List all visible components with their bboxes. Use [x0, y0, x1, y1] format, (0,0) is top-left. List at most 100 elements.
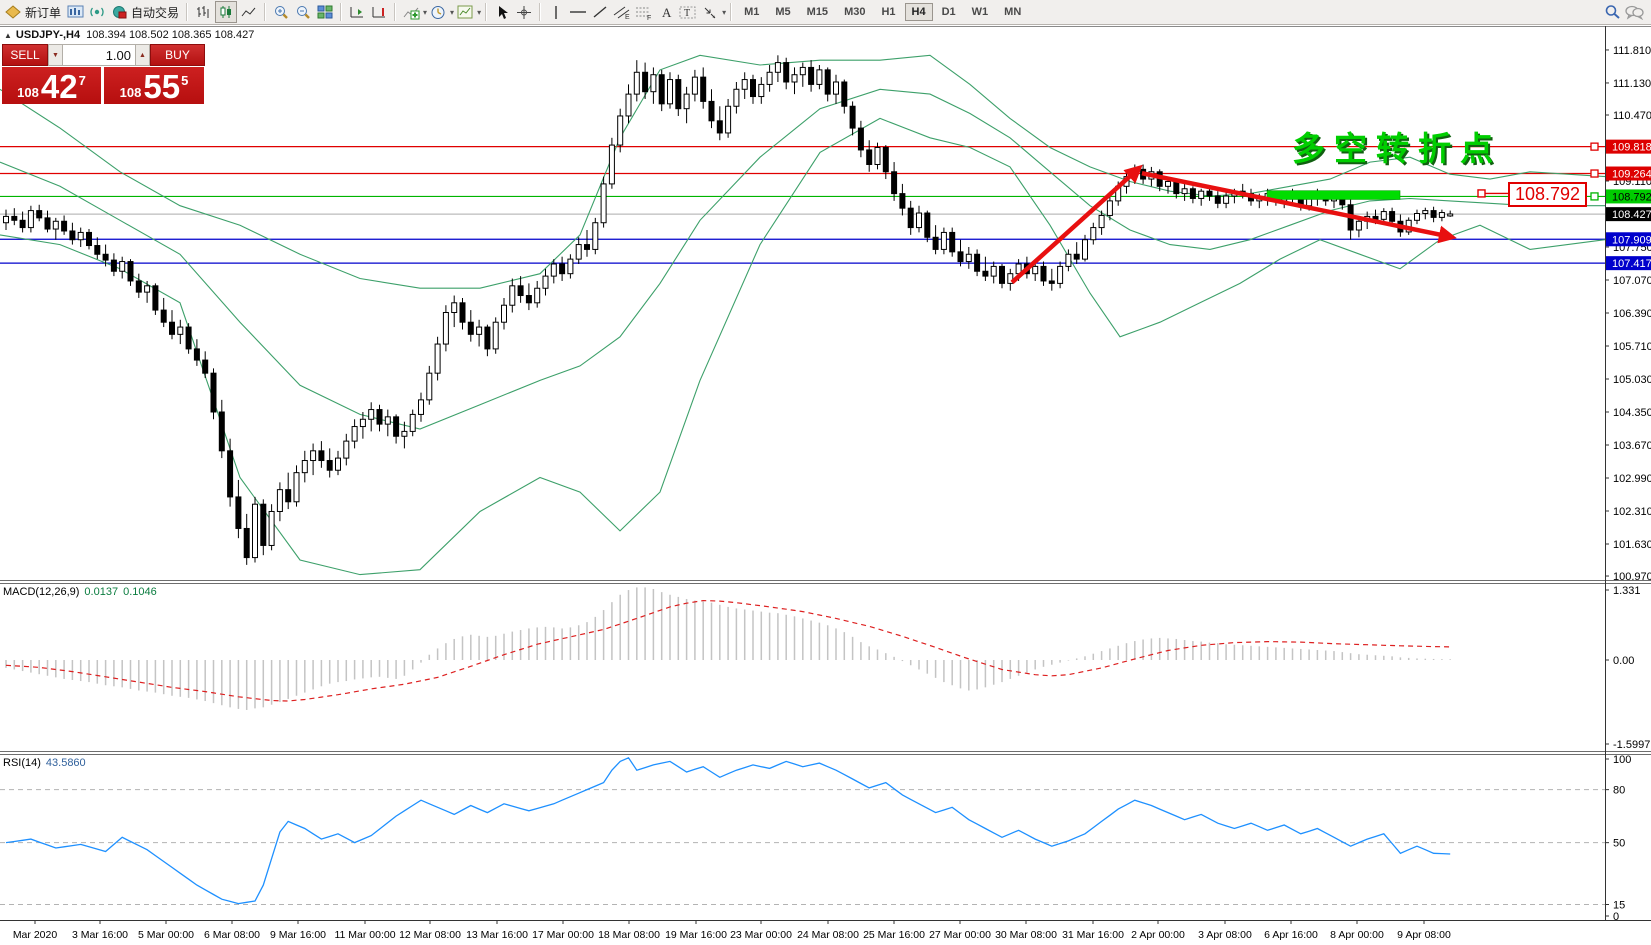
tab-timeframe-m15[interactable]: M15	[806, 6, 829, 18]
trendline-tool-icon[interactable]	[590, 2, 610, 22]
green-highlight-bar[interactable]	[1266, 190, 1401, 200]
svg-text:3 Apr 08:00: 3 Apr 08:00	[1198, 929, 1252, 941]
trend-arrows[interactable]	[1010, 164, 1457, 285]
callout-leader[interactable]	[1477, 142, 1599, 201]
svg-text:111.810: 111.810	[1613, 45, 1651, 57]
toolbar-separator	[730, 3, 733, 21]
templates-dropdown-caret[interactable]: ▾	[477, 7, 482, 17]
tab-timeframe-m1[interactable]: M1	[744, 6, 760, 18]
auto-trading-label[interactable]: 自动交易	[131, 5, 180, 20]
svg-text:15: 15	[1613, 899, 1625, 911]
svg-text:30 Mar 08:00: 30 Mar 08:00	[995, 929, 1057, 941]
chinese-annotation-text[interactable]: 多空转折点	[1292, 130, 1502, 167]
tab-timeframe-mn[interactable]: MN	[1004, 6, 1022, 18]
buy-price-button[interactable]: 108 55 5	[104, 67, 204, 104]
svg-text:-1.5997: -1.5997	[1613, 739, 1650, 751]
toolbar-separator	[264, 3, 267, 21]
svg-text:12 Mar 08:00: 12 Mar 08:00	[399, 929, 461, 941]
horizontal-line-tool-icon[interactable]	[568, 2, 588, 22]
arrows-dropdown-caret[interactable]: ▾	[722, 7, 727, 17]
arrows-tool-icon[interactable]	[700, 2, 720, 22]
svg-text:19 Mar 16:00: 19 Mar 16:00	[665, 929, 727, 941]
svg-text:6 Mar 08:00: 6 Mar 08:00	[204, 929, 260, 941]
text-tool-icon[interactable]: A	[656, 2, 676, 22]
rsi-pane	[0, 756, 1605, 905]
svg-text:0: 0	[1613, 911, 1619, 923]
buy-button[interactable]: BUY	[150, 44, 205, 66]
zoom-out-icon[interactable]	[293, 2, 313, 22]
ohlc-values: 108.394 108.502 108.365 108.427	[86, 29, 255, 41]
toolbar-separator	[186, 3, 189, 21]
toolbar-separator	[340, 3, 343, 21]
tab-timeframe-m5[interactable]: M5	[775, 6, 791, 18]
search-icon[interactable]	[1602, 2, 1622, 22]
svg-text:9 Mar 16:00: 9 Mar 16:00	[270, 929, 326, 941]
vertical-line-tool-icon[interactable]	[546, 2, 566, 22]
svg-text:108.792: 108.792	[1612, 191, 1651, 203]
buy-price-main: 55	[143, 68, 181, 105]
svg-text:0.00: 0.00	[1613, 655, 1634, 667]
chat-icon[interactable]	[1624, 2, 1644, 22]
macd-axis: 1.331 0.00 -1.5997	[1605, 585, 1650, 751]
svg-text:1.331: 1.331	[1613, 585, 1641, 597]
candlestick-chart-type-icon[interactable]	[215, 1, 238, 23]
volume-decrease-button[interactable]: ▼	[48, 44, 63, 66]
svg-text:100: 100	[1613, 754, 1631, 766]
zoom-in-icon[interactable]	[271, 2, 291, 22]
svg-text:105.030: 105.030	[1613, 374, 1651, 386]
rsi-axis: 100 80 50 150	[1605, 754, 1631, 923]
tab-timeframe-w1[interactable]: W1	[971, 6, 989, 18]
tab-timeframe-h1[interactable]: H1	[881, 6, 896, 18]
svg-text:107.909: 107.909	[1612, 234, 1651, 246]
price-axis[interactable]: 111.810111.130110.470109.110107.750107.0…	[1605, 45, 1651, 583]
indicators-dropdown-caret[interactable]: ▾	[423, 7, 428, 17]
macd-pane-label: MACD(12,26,9) 0.0137 0.1046	[3, 586, 157, 598]
crosshair-icon[interactable]	[514, 2, 534, 22]
svg-text:101.630: 101.630	[1613, 539, 1651, 551]
price-callout-label[interactable]: 108.792	[1508, 182, 1587, 207]
svg-text:2 Apr 00:00: 2 Apr 00:00	[1131, 929, 1185, 941]
new-order-label[interactable]: 新订单	[25, 5, 62, 20]
templates-icon[interactable]	[455, 2, 475, 22]
line-chart-type-icon[interactable]	[239, 2, 259, 22]
toolbar-separator	[485, 3, 488, 21]
auto-trading-icon[interactable]	[109, 2, 129, 22]
volume-increase-button[interactable]: ▲	[135, 44, 150, 66]
periods-clock-icon[interactable]	[428, 2, 448, 22]
chart-window-icon[interactable]	[65, 2, 85, 22]
periods-dropdown-caret[interactable]: ▾	[450, 7, 455, 17]
sell-button[interactable]: SELL	[2, 44, 48, 66]
tab-timeframe-d1[interactable]: D1	[941, 6, 956, 18]
time-axis[interactable]: Mar 2020 3 Mar 16:00 5 Mar 00:00 6 Mar 08:0…	[13, 920, 1451, 941]
fibonacci-tool-icon[interactable]: F	[634, 2, 654, 22]
bar-chart-type-icon[interactable]	[193, 2, 213, 22]
tab-timeframe-h4[interactable]: H4	[904, 3, 933, 21]
svg-text:109.818: 109.818	[1612, 142, 1651, 154]
signal-broadcast-icon[interactable]	[87, 2, 107, 22]
chart-title: ▲ USDJPY-,H4 108.394 108.502 108.365 108.4…	[4, 29, 254, 41]
sell-price-button[interactable]: 108 42 7	[2, 67, 101, 104]
volume-input[interactable]: 1.00	[63, 44, 135, 66]
rsi-name: RSI(14)	[3, 757, 41, 769]
rsi-value: 43.5860	[45, 757, 86, 769]
svg-text:107.070: 107.070	[1613, 275, 1651, 287]
svg-text:106.390: 106.390	[1613, 308, 1651, 320]
svg-text:18 Mar 08:00: 18 Mar 08:00	[598, 929, 660, 941]
svg-text:27 Mar 00:00: 27 Mar 00:00	[929, 929, 991, 941]
svg-text:50: 50	[1613, 838, 1625, 850]
chart-window-collapse-icon[interactable]: ▲	[4, 31, 12, 40]
new-order-icon[interactable]	[3, 2, 23, 22]
svg-text:104.350: 104.350	[1613, 407, 1651, 419]
tab-timeframe-m30[interactable]: M30	[844, 6, 866, 18]
text-label-tool-icon[interactable]: T	[678, 2, 698, 22]
chart-shift-icon[interactable]	[347, 2, 367, 22]
equidistant-channel-tool-icon[interactable]: E	[612, 2, 632, 22]
indicators-icon[interactable]	[401, 2, 421, 22]
tile-windows-icon[interactable]	[315, 2, 335, 22]
cursor-icon[interactable]	[492, 2, 512, 22]
main-toolbar: 新订单 自动交易 ▾ ▾ ▾	[0, 0, 1651, 25]
chart-autoscroll-icon[interactable]	[369, 2, 389, 22]
svg-text:17 Mar 00:00: 17 Mar 00:00	[532, 929, 594, 941]
